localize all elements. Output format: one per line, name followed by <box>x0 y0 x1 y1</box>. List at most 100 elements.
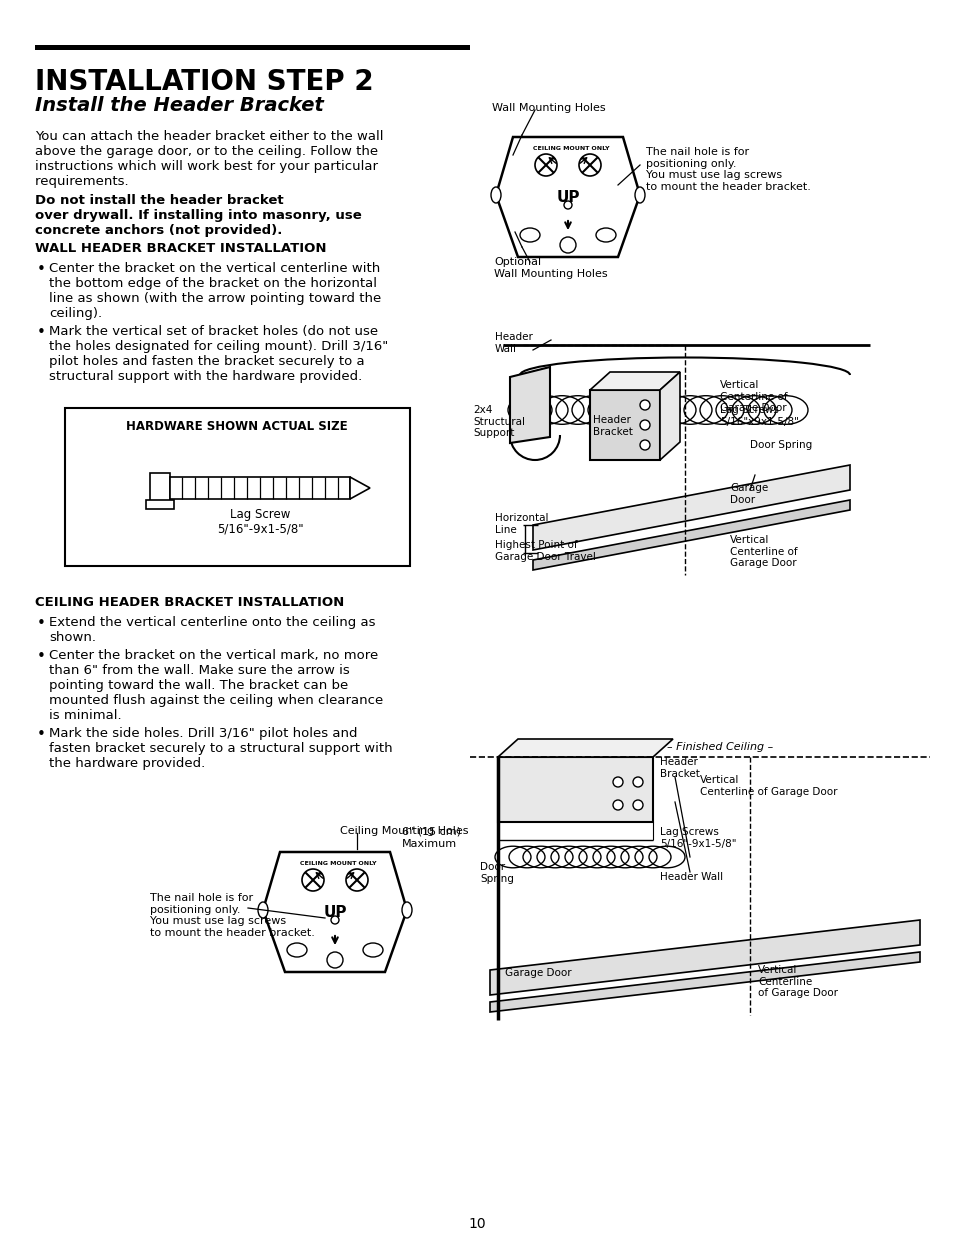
Text: Garage
Door: Garage Door <box>729 483 767 505</box>
Ellipse shape <box>596 228 616 242</box>
Text: than 6" from the wall. Make sure the arrow is: than 6" from the wall. Make sure the arr… <box>49 664 350 677</box>
Text: •: • <box>37 727 46 742</box>
Text: mounted flush against the ceiling when clearance: mounted flush against the ceiling when c… <box>49 694 383 706</box>
Ellipse shape <box>519 228 539 242</box>
Text: You can attach the header bracket either to the wall
above the garage door, or t: You can attach the header bracket either… <box>35 130 383 188</box>
Bar <box>150 473 170 503</box>
Text: HARDWARE SHOWN ACTUAL SIZE: HARDWARE SHOWN ACTUAL SIZE <box>126 420 348 433</box>
Text: shown.: shown. <box>49 631 96 643</box>
Circle shape <box>327 952 343 968</box>
Polygon shape <box>510 367 550 443</box>
Text: The nail hole is for
positioning only.
You must use lag screws
to mount the head: The nail hole is for positioning only. Y… <box>645 147 810 191</box>
Text: 6" (15 cm)
Maximum: 6" (15 cm) Maximum <box>401 827 460 848</box>
Text: Extend the vertical centerline onto the ceiling as: Extend the vertical centerline onto the … <box>49 616 375 629</box>
Text: Center the bracket on the vertical centerline with: Center the bracket on the vertical cente… <box>49 262 380 275</box>
Circle shape <box>563 201 572 209</box>
Polygon shape <box>659 372 679 459</box>
Text: Vertical
Centerline of
Garage Door: Vertical Centerline of Garage Door <box>729 535 797 568</box>
Text: •: • <box>37 650 46 664</box>
Text: ceiling).: ceiling). <box>49 308 102 320</box>
Text: The nail hole is for
positioning only.
You must use lag screws
to mount the head: The nail hole is for positioning only. Y… <box>150 893 314 937</box>
Text: Install the Header Bracket: Install the Header Bracket <box>35 96 323 115</box>
Text: Highest Point of
Garage Door Travel: Highest Point of Garage Door Travel <box>495 540 596 562</box>
Circle shape <box>302 869 324 890</box>
Text: Vertical
Centerline
of Garage Door: Vertical Centerline of Garage Door <box>758 965 837 998</box>
Text: Optional
Wall Mounting Holes: Optional Wall Mounting Holes <box>494 257 607 279</box>
Text: pointing toward the wall. The bracket can be: pointing toward the wall. The bracket ca… <box>49 679 348 692</box>
Text: WALL HEADER BRACKET INSTALLATION: WALL HEADER BRACKET INSTALLATION <box>35 242 326 254</box>
Text: Mark the vertical set of bracket holes (do not use: Mark the vertical set of bracket holes (… <box>49 325 377 338</box>
Polygon shape <box>533 500 849 571</box>
Text: fasten bracket securely to a structural support with: fasten bracket securely to a structural … <box>49 742 393 755</box>
Bar <box>589 390 659 459</box>
Text: INSTALLATION STEP 2: INSTALLATION STEP 2 <box>35 68 374 96</box>
Circle shape <box>535 154 557 177</box>
Polygon shape <box>497 739 672 757</box>
Text: •: • <box>37 325 46 340</box>
Text: 2x4
Structural
Support: 2x4 Structural Support <box>473 405 524 438</box>
Polygon shape <box>350 477 370 499</box>
Text: Wall Mounting Holes: Wall Mounting Holes <box>492 103 605 112</box>
Text: Vertical
Centerline of
Garage Door: Vertical Centerline of Garage Door <box>720 380 787 414</box>
Bar <box>35 44 470 49</box>
Text: Horizontal
Line: Horizontal Line <box>495 513 548 535</box>
Text: Door Spring: Door Spring <box>749 440 811 450</box>
Text: the bottom edge of the bracket on the horizontal: the bottom edge of the bracket on the ho… <box>49 277 376 290</box>
Text: structural support with the hardware provided.: structural support with the hardware pro… <box>49 370 362 383</box>
Text: – Finished Ceiling –: – Finished Ceiling – <box>666 742 772 752</box>
Text: Center the bracket on the vertical mark, no more: Center the bracket on the vertical mark,… <box>49 650 377 662</box>
Ellipse shape <box>257 902 268 918</box>
Bar <box>65 408 410 566</box>
Text: Lag Screws
5/16"x9x1-5/8": Lag Screws 5/16"x9x1-5/8" <box>720 405 798 426</box>
Ellipse shape <box>635 186 644 203</box>
Text: Vertical
Centerline of Garage Door: Vertical Centerline of Garage Door <box>700 776 837 797</box>
Polygon shape <box>263 852 407 972</box>
Text: Do not install the header bracket
over drywall. If installing into masonry, use
: Do not install the header bracket over d… <box>35 194 361 237</box>
Text: CEILING MOUNT ONLY: CEILING MOUNT ONLY <box>533 146 609 151</box>
Polygon shape <box>589 372 679 390</box>
Polygon shape <box>496 137 639 257</box>
Ellipse shape <box>491 186 500 203</box>
Text: 10: 10 <box>468 1216 485 1231</box>
Text: is minimal.: is minimal. <box>49 709 121 722</box>
Text: Header Wall: Header Wall <box>659 872 722 882</box>
Bar <box>497 757 652 823</box>
Text: Lag Screws
5/16"-9x1-5/8": Lag Screws 5/16"-9x1-5/8" <box>659 827 736 848</box>
Circle shape <box>331 916 338 924</box>
Circle shape <box>346 869 368 890</box>
Circle shape <box>639 400 649 410</box>
Text: the hardware provided.: the hardware provided. <box>49 757 205 769</box>
Circle shape <box>578 154 600 177</box>
Text: the holes designated for ceiling mount). Drill 3/16": the holes designated for ceiling mount).… <box>49 340 388 353</box>
Text: UP: UP <box>556 190 579 205</box>
Text: Header
Bracket: Header Bracket <box>593 415 632 437</box>
Bar <box>146 500 173 509</box>
Text: Garage Door: Garage Door <box>504 968 571 978</box>
Text: Header
Wall: Header Wall <box>495 332 533 353</box>
Ellipse shape <box>401 902 412 918</box>
Text: •: • <box>37 616 46 631</box>
Circle shape <box>633 777 642 787</box>
Bar <box>170 477 350 499</box>
Text: Header
Bracket: Header Bracket <box>659 757 700 778</box>
Text: CEILING HEADER BRACKET INSTALLATION: CEILING HEADER BRACKET INSTALLATION <box>35 597 344 609</box>
Text: Door
Spring: Door Spring <box>479 862 514 883</box>
Text: Ceiling Mounting Holes: Ceiling Mounting Holes <box>339 826 468 836</box>
Text: Lag Screw
5/16"-9x1-5/8": Lag Screw 5/16"-9x1-5/8" <box>216 508 303 536</box>
Text: UP: UP <box>323 905 346 920</box>
Circle shape <box>559 237 576 253</box>
Circle shape <box>633 800 642 810</box>
Circle shape <box>639 440 649 450</box>
Ellipse shape <box>287 944 307 957</box>
Polygon shape <box>490 952 919 1011</box>
Text: CEILING MOUNT ONLY: CEILING MOUNT ONLY <box>299 861 376 866</box>
Circle shape <box>639 420 649 430</box>
Polygon shape <box>490 920 919 995</box>
Text: pilot holes and fasten the bracket securely to a: pilot holes and fasten the bracket secur… <box>49 354 364 368</box>
Polygon shape <box>533 466 849 550</box>
Text: •: • <box>37 262 46 277</box>
Circle shape <box>613 777 622 787</box>
Ellipse shape <box>363 944 382 957</box>
Text: Mark the side holes. Drill 3/16" pilot holes and: Mark the side holes. Drill 3/16" pilot h… <box>49 727 357 740</box>
Circle shape <box>613 800 622 810</box>
